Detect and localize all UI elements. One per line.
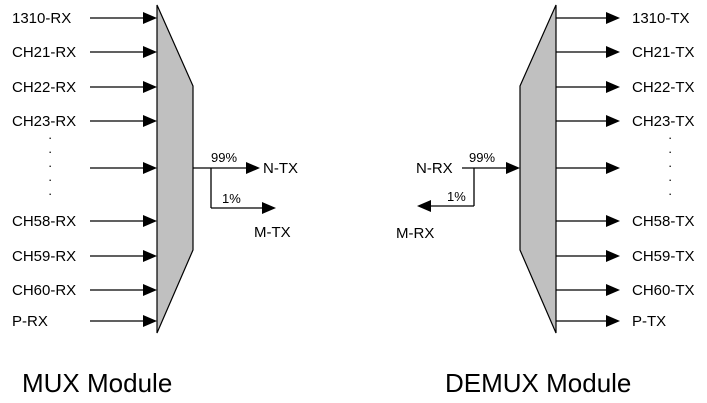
mux-ellipsis: · [48,130,52,145]
mux-input-port: CH59-RX [12,248,157,265]
mux-input-label: CH59-RX [12,248,76,265]
demux-ellipsis: · [668,144,672,159]
demux-output-ports: 1310-TX CH21-TX CH22-TX CH23-TX CH58-TX CH59-… [556,10,695,330]
mux-out-mon-label: M-TX [254,224,291,241]
mux-input-port: CH23-RX [12,113,157,130]
mux-input-port: CH60-RX [12,282,157,299]
mux-ellipsis: · [48,144,52,159]
demux-in-mon-label: M-RX [396,225,434,242]
demux-output-label: CH60-TX [632,282,695,299]
demux-input-main: N-RX 99% [416,150,520,177]
demux-output-label: CH23-TX [632,113,695,130]
demux-output-label: CH59-TX [632,248,695,265]
mux-ellipsis: · [48,158,52,173]
mux-input-port: CH21-RX [12,44,157,61]
mux-input-ports: 1310-RX CH21-RX CH22-RX CH23-RX CH58-RX CH59-… [12,10,157,330]
mux-input-port: P-RX [12,313,157,330]
demux-in-main-label: N-RX [416,160,453,177]
demux-output-port: CH22-TX [556,79,695,96]
mux-input-label: 1310-RX [12,10,71,27]
mux-out-mon-pct: 1% [222,191,241,206]
mux-module: 1310-RX CH21-RX CH22-RX CH23-RX CH58-RX CH59-… [12,4,298,398]
mux-out-main-label: N-TX [263,160,298,177]
demux-output-label: CH58-TX [632,213,695,230]
demux-module: 1310-TX CH21-TX CH22-TX CH23-TX CH58-TX CH59-… [396,4,695,398]
demux-output-port: 1310-TX [556,10,690,27]
mux-input-port: CH22-RX [12,79,157,96]
demux-module-title: DEMUX Module [445,368,631,398]
demux-in-mon-pct: 1% [447,189,466,204]
mux-input-label: CH58-RX [12,213,76,230]
mux-ellipsis: · [48,186,52,201]
demux-output-label: CH21-TX [632,44,695,61]
mux-input-label: CH60-RX [12,282,76,299]
mux-ellipsis: · [48,172,52,187]
mux-input-port: CH58-RX [12,213,157,230]
demux-trapezoid [519,4,557,334]
mux-out-main-pct: 99% [211,150,237,165]
mux-input-label: P-RX [12,313,48,330]
demux-output-port: CH58-TX [556,213,695,230]
mux-input-port: 1310-RX [12,10,157,27]
mux-input-label: CH23-RX [12,113,76,130]
demux-in-main-pct: 99% [469,150,495,165]
mux-module-title: MUX Module [22,368,172,398]
demux-output-port: CH23-TX [556,113,695,130]
demux-output-label: CH22-TX [632,79,695,96]
demux-ellipsis: · [668,172,672,187]
demux-output-label: 1310-TX [632,10,690,27]
mux-trapezoid [156,4,194,334]
demux-output-port: CH60-TX [556,282,695,299]
demux-output-port [556,162,620,174]
mux-output-monitor: 1% M-TX [210,168,291,241]
mux-input-label: CH21-RX [12,44,76,61]
mux-output-main: 99% N-TX [193,150,298,177]
demux-ellipsis: · [668,158,672,173]
demux-ellipsis: · [668,130,672,145]
mux-input-port [90,162,157,174]
demux-output-port: CH21-TX [556,44,695,61]
demux-output-label: P-TX [632,313,666,330]
demux-output-port: P-TX [556,313,666,330]
demux-output-port: CH59-TX [556,248,695,265]
demux-input-monitor: 1% M-RX [396,168,475,242]
demux-ellipsis: · [668,186,672,201]
mux-input-label: CH22-RX [12,79,76,96]
